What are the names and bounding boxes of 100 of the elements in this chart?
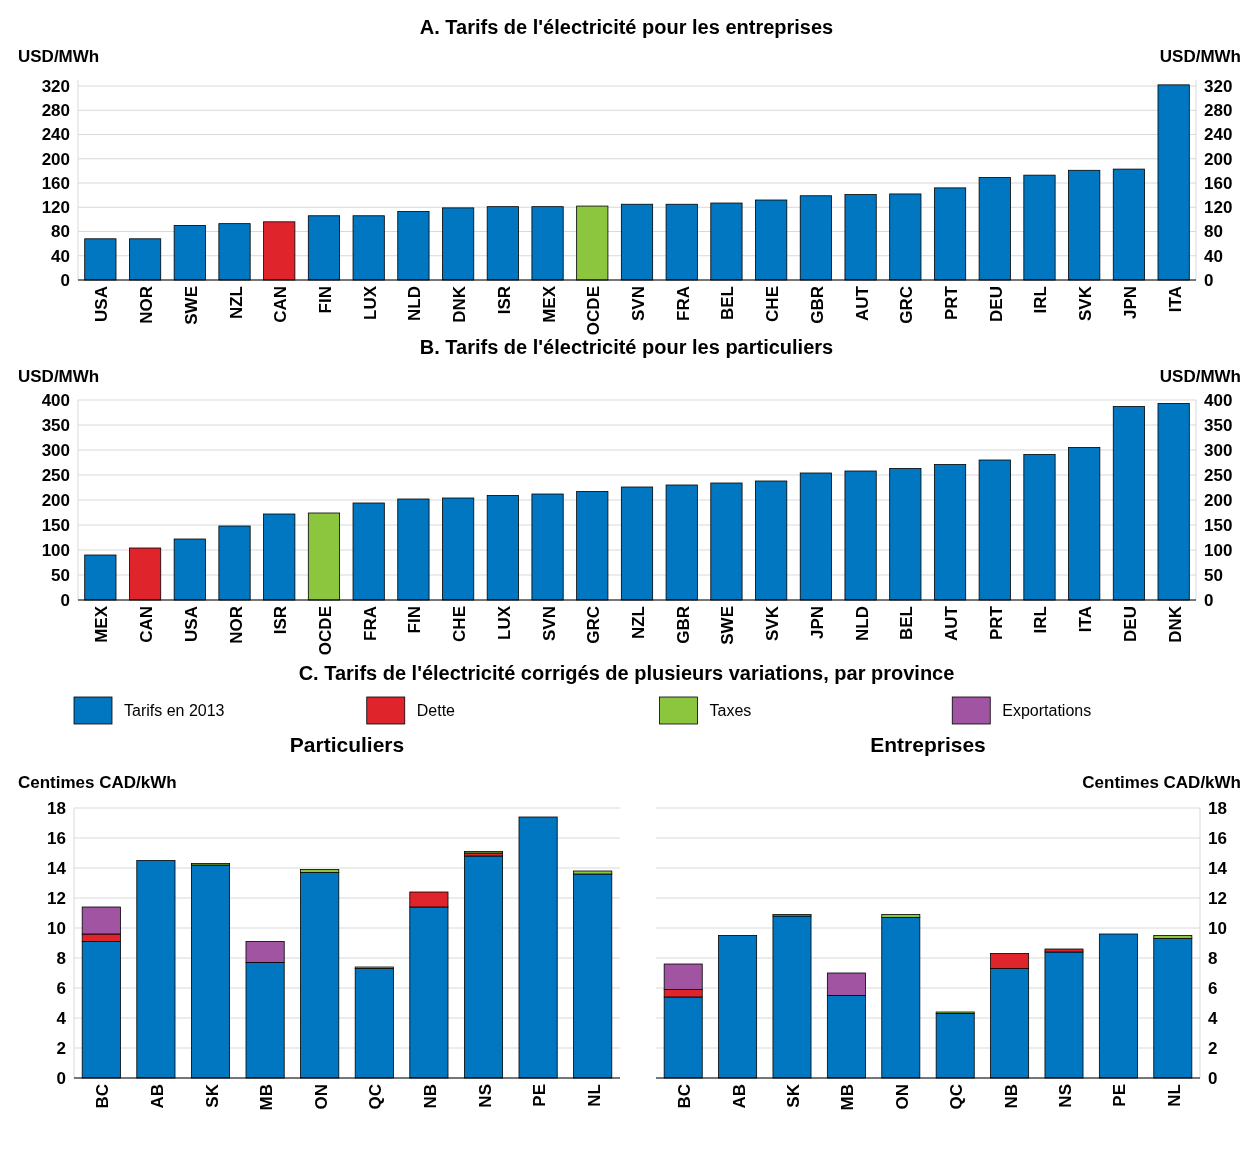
y2-tick-label: 50 bbox=[1204, 565, 1223, 585]
x-tick-label: PE bbox=[1110, 1084, 1130, 1107]
y-tick-label: 160 bbox=[41, 173, 70, 193]
x-tick-label: ON bbox=[311, 1084, 331, 1110]
x-tick-label: GBR bbox=[807, 286, 827, 324]
x-tick-label: NZL bbox=[629, 606, 648, 640]
x-tick-label: DNK bbox=[1165, 605, 1185, 643]
x-tick-label: JPN bbox=[807, 606, 827, 640]
y2-tick-label: 6 bbox=[1208, 978, 1218, 998]
x-tick-label: AUT bbox=[852, 285, 872, 321]
x-tick-label: PRT bbox=[942, 285, 962, 320]
x-tick-label: NB bbox=[1001, 1084, 1021, 1109]
chart-title: C. Tarifs de l'électricité corrigés de plusieurs variations, par province bbox=[298, 662, 955, 684]
x-tick-label: LUX bbox=[360, 285, 380, 320]
y2-tick-label: 200 bbox=[1204, 490, 1233, 510]
y2-tick-label: 200 bbox=[1204, 149, 1233, 169]
x-tick-label: MB bbox=[838, 1084, 858, 1111]
x-tick-label: FIN bbox=[405, 606, 425, 634]
x-tick-label: ITA bbox=[1165, 286, 1185, 313]
x-tick-label: OCDE bbox=[584, 286, 604, 336]
y-tick-label: 4 bbox=[56, 1008, 67, 1028]
y2-tick-label: 4 bbox=[1208, 1008, 1218, 1028]
x-tick-label: AB bbox=[729, 1084, 749, 1109]
y2-tick-label: 400 bbox=[1204, 390, 1233, 410]
y-tick-label: 14 bbox=[47, 858, 67, 878]
x-tick-label: BEL bbox=[718, 286, 738, 320]
x-tick-label: FRA bbox=[360, 606, 380, 641]
x-tick-label: SVK bbox=[763, 605, 783, 641]
x-tick-label: AB bbox=[147, 1084, 167, 1109]
x-tick-label: FIN bbox=[315, 286, 335, 314]
x-tick-label: ON bbox=[892, 1084, 912, 1110]
y2-axis-title: USD/MWh bbox=[1159, 367, 1241, 386]
chart-subtitle: Entreprises bbox=[870, 733, 986, 756]
y2-tick-label: 300 bbox=[1204, 440, 1233, 460]
y-tick-label: 320 bbox=[41, 77, 70, 97]
y2-tick-label: 40 bbox=[1204, 246, 1223, 266]
y2-tick-label: 14 bbox=[1208, 858, 1228, 878]
y-tick-label: 80 bbox=[51, 222, 70, 242]
x-tick-label: SK bbox=[784, 1083, 803, 1108]
y-tick-label: 400 bbox=[41, 390, 70, 410]
x-tick-label: LUX bbox=[494, 605, 514, 640]
y2-tick-label: 100 bbox=[1204, 540, 1233, 560]
y2-tick-label: 0 bbox=[1208, 1068, 1218, 1088]
y2-axis-title: USD/MWh bbox=[1159, 47, 1241, 66]
y2-tick-label: 350 bbox=[1204, 415, 1233, 435]
y-tick-label: 280 bbox=[41, 101, 70, 121]
x-tick-label: FRA bbox=[673, 286, 693, 321]
x-tick-label: IRL bbox=[1031, 606, 1051, 634]
chart-subtitle: Particuliers bbox=[289, 733, 405, 756]
y2-tick-label: 18 bbox=[1208, 798, 1227, 818]
x-tick-label: BEL bbox=[897, 606, 917, 640]
y2-tick-label: 0 bbox=[1204, 270, 1214, 290]
x-tick-label: QC bbox=[366, 1084, 386, 1110]
y-tick-label: 16 bbox=[47, 828, 66, 848]
x-tick-label: SK bbox=[202, 1083, 222, 1108]
x-tick-label: NLD bbox=[852, 606, 872, 641]
x-tick-label: SWE bbox=[181, 286, 201, 325]
x-tick-label: GRC bbox=[897, 286, 917, 324]
x-tick-label: QC bbox=[947, 1084, 967, 1110]
x-tick-label: AUT bbox=[942, 605, 962, 641]
y2-axis-title: Centimes CAD/kWh bbox=[1082, 773, 1241, 792]
y-tick-label: 120 bbox=[41, 198, 70, 218]
y-tick-label: 350 bbox=[41, 415, 70, 435]
y-tick-label: 0 bbox=[60, 270, 70, 290]
x-tick-label: NL bbox=[584, 1084, 604, 1107]
y-tick-label: 200 bbox=[41, 490, 70, 510]
y-tick-label: 240 bbox=[41, 125, 70, 145]
x-tick-label: DEU bbox=[1120, 606, 1140, 642]
y-tick-label: 40 bbox=[51, 246, 70, 266]
legend-label: Taxes bbox=[709, 701, 752, 719]
y2-tick-label: 160 bbox=[1204, 173, 1233, 193]
x-tick-label: GBR bbox=[673, 606, 693, 644]
x-tick-label: CAN bbox=[271, 286, 291, 323]
x-tick-label: NS bbox=[475, 1084, 495, 1108]
x-tick-label: USA bbox=[92, 286, 112, 322]
y2-tick-label: 80 bbox=[1204, 222, 1223, 242]
y2-tick-label: 0 bbox=[1204, 590, 1214, 610]
chart-title: B. Tarifs de l'électricité pour les particuliers bbox=[419, 336, 834, 358]
x-tick-label: PE bbox=[530, 1084, 550, 1107]
y2-tick-label: 280 bbox=[1204, 101, 1233, 121]
x-tick-label: USA bbox=[181, 606, 201, 642]
x-tick-label: MEX bbox=[92, 605, 112, 643]
x-tick-label: MB bbox=[257, 1084, 277, 1111]
x-tick-label: CHE bbox=[450, 606, 470, 642]
y2-tick-label: 320 bbox=[1204, 77, 1233, 97]
legend-label: Tarifs en 2013 bbox=[124, 701, 225, 719]
x-tick-label: CHE bbox=[763, 286, 783, 322]
y-tick-label: 0 bbox=[56, 1068, 66, 1088]
y2-tick-label: 150 bbox=[1204, 515, 1233, 535]
chart-title: A. Tarifs de l'électricité pour les entreprises bbox=[419, 16, 834, 38]
y-tick-label: 12 bbox=[47, 888, 66, 908]
x-tick-label: DEU bbox=[986, 286, 1006, 322]
x-tick-label: SVN bbox=[629, 286, 648, 321]
x-tick-label: ISR bbox=[494, 286, 514, 315]
y-tick-label: 300 bbox=[41, 440, 70, 460]
legend-label: Dette bbox=[416, 701, 456, 719]
x-tick-label: NZL bbox=[226, 286, 246, 320]
y2-tick-label: 12 bbox=[1208, 888, 1227, 908]
y2-tick-label: 16 bbox=[1208, 828, 1227, 848]
x-tick-label: NL bbox=[1164, 1084, 1184, 1107]
